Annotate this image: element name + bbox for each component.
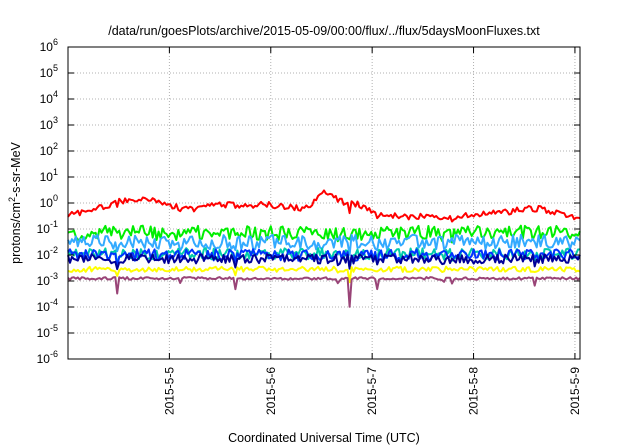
y-tick-label: 104 (40, 89, 58, 106)
x-axis-label: Coordinated Universal Time (UTC) (228, 431, 420, 445)
series-line (67, 253, 581, 271)
series-line (67, 233, 581, 256)
y-tick-label-exponent: -2 (50, 245, 58, 255)
y-tick-label-base: 10 (40, 144, 54, 158)
y-tick-label-base: 10 (37, 352, 51, 366)
y-tick-label-base: 10 (37, 248, 51, 262)
y-tick-label-base: 10 (40, 40, 54, 54)
y-tick-label-exponent: -5 (50, 323, 58, 333)
series-group (67, 189, 581, 308)
y-tick-label-base: 10 (37, 274, 51, 288)
y-tick-label-base: 10 (40, 92, 54, 106)
y-tick-label-exponent: 6 (53, 37, 58, 47)
y-tick-label: 105 (40, 63, 58, 80)
y-tick-label: 102 (40, 141, 58, 158)
chart-title: /data/run/goesPlots/archive/2015-05-09/0… (108, 24, 540, 38)
y-tick-label: 100 (40, 193, 58, 210)
x-tick-label: 2015-5-9 (568, 367, 582, 415)
y-axis: 10-610-510-410-310-210-11001011021031041… (37, 37, 580, 366)
y-tick-label: 10-5 (37, 323, 58, 340)
x-tick-label: 2015-5-7 (365, 367, 379, 415)
y-tick-label-exponent: 4 (53, 89, 58, 99)
series-line (67, 276, 581, 308)
y-tick-label-base: 10 (37, 326, 51, 340)
grid (68, 47, 580, 359)
series-line (67, 189, 581, 223)
y-tick-label-exponent: 1 (53, 167, 58, 177)
y-tick-label-exponent: -3 (50, 271, 58, 281)
y-tick-label-exponent: 0 (53, 193, 58, 203)
y-tick-label: 10-2 (37, 245, 58, 262)
y-tick-label-base: 10 (40, 170, 54, 184)
y-tick-label-base: 10 (40, 118, 54, 132)
x-axis: 2015-5-5 2015-5-6 2015-5-7 2015-5-8 2015-5-9 (162, 47, 582, 415)
y-tick-label-exponent: 3 (53, 115, 58, 125)
y-tick-label-exponent: 2 (53, 141, 58, 151)
x-tick-label: 2015-5-5 (162, 367, 176, 415)
series-line (67, 224, 581, 244)
y-tick-label-exponent: -4 (50, 297, 58, 307)
y-tick-label-exponent: -6 (50, 349, 58, 359)
y-tick-label: 10-1 (37, 219, 58, 236)
x-tick-label: 2015-5-8 (467, 367, 481, 415)
y-tick-label: 10-4 (37, 297, 58, 314)
y-tick-label: 101 (40, 167, 58, 184)
y-tick-label: 103 (40, 115, 58, 132)
x-tick-label: 2015-5-6 (264, 367, 278, 415)
y-tick-label-exponent: 5 (53, 63, 58, 73)
y-axis-label-rest: -s-sr-MeV (9, 141, 23, 197)
y-tick-label: 10-6 (37, 349, 58, 366)
y-tick-label-exponent: -1 (50, 219, 58, 229)
y-tick-label-base: 10 (37, 222, 51, 236)
y-axis-label-sup: 2 (7, 197, 17, 202)
y-axis-label: protons/cm2-s-sr-MeV (7, 141, 23, 263)
y-axis-label-main: protons/cm (9, 202, 23, 264)
y-tick-label-base: 10 (40, 196, 54, 210)
series-line (67, 265, 581, 284)
y-tick-label-base: 10 (37, 300, 51, 314)
y-tick-label: 10-3 (37, 271, 58, 288)
y-tick-label-base: 10 (40, 66, 54, 80)
y-tick-label: 106 (40, 37, 58, 54)
